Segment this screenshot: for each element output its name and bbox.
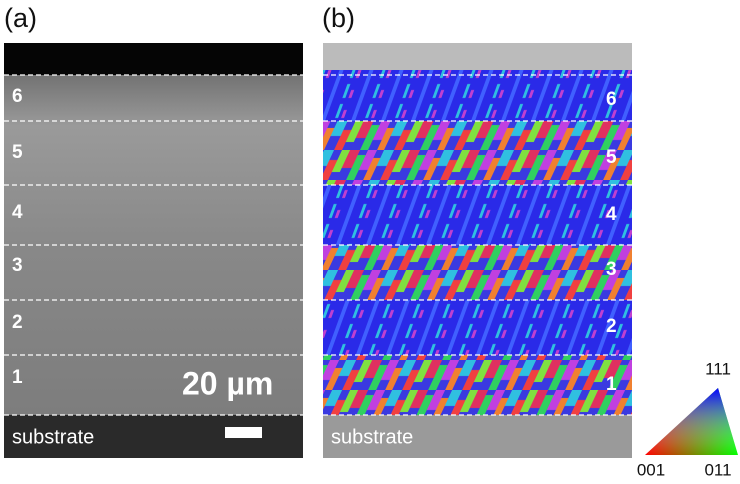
layer-number: 4 <box>606 204 617 225</box>
substrate-region <box>323 415 632 458</box>
layer-number: 3 <box>12 255 23 276</box>
top-gray <box>323 43 632 70</box>
legend-label: 111 <box>705 359 731 378</box>
band <box>323 355 632 415</box>
band <box>323 70 632 121</box>
layer-number: 2 <box>12 312 23 333</box>
band <box>323 245 632 300</box>
layer-number: 1 <box>606 374 617 395</box>
layer-number: 5 <box>606 147 617 168</box>
substrate-label: substrate <box>12 426 94 448</box>
scale-bar <box>225 427 262 438</box>
layer-number: 6 <box>12 86 23 107</box>
band <box>323 121 632 185</box>
layer-number: 4 <box>12 202 23 223</box>
layer-number: 6 <box>606 89 617 110</box>
band <box>323 185 632 245</box>
substrate-label: substrate <box>331 426 413 448</box>
scale-bar-label: 20 µm <box>182 365 273 401</box>
layer-number: 2 <box>606 316 617 337</box>
layer-number: 5 <box>12 142 23 163</box>
panel-label: (a) <box>4 3 37 33</box>
legend-label: 011 <box>704 460 731 479</box>
sem-image <box>4 43 303 458</box>
layer-number: 1 <box>12 367 23 388</box>
ipf-triangle-overlay <box>645 388 738 455</box>
layer-lines <box>4 74 303 416</box>
layer-lines <box>323 74 632 416</box>
panel-label: (b) <box>322 3 355 33</box>
layer-number: 3 <box>606 259 617 280</box>
legend-label: 001 <box>637 460 665 479</box>
top-dark <box>4 43 303 75</box>
band <box>323 300 632 355</box>
